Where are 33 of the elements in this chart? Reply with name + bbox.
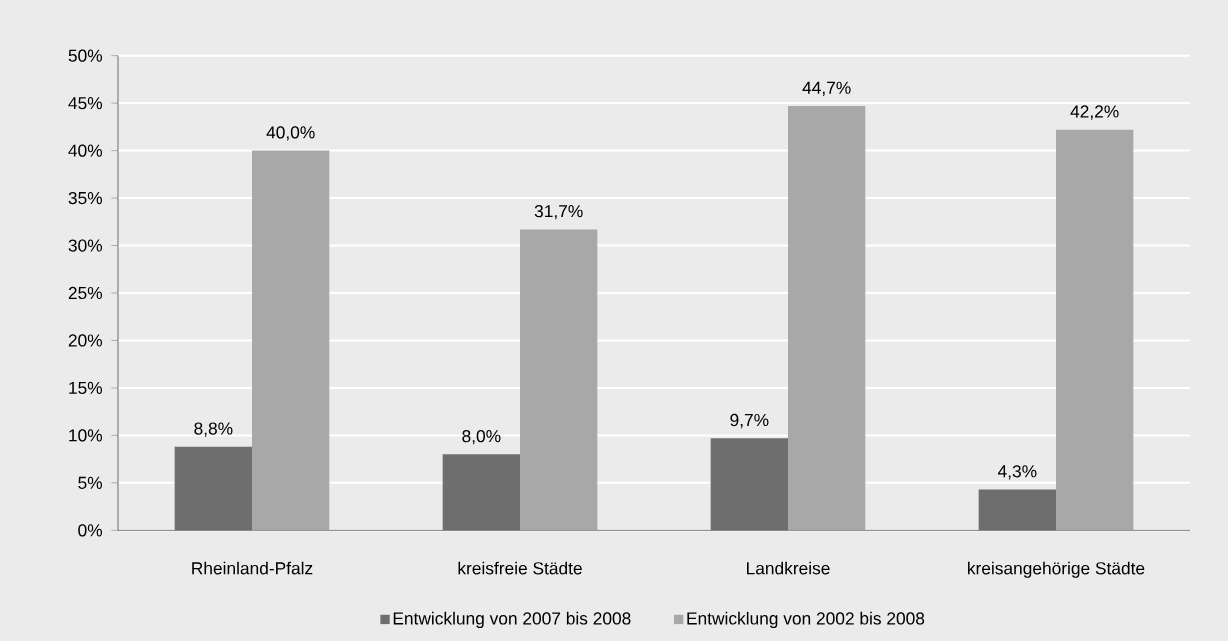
bar <box>252 150 330 531</box>
bar <box>978 489 1057 531</box>
x-tick-label: kreisangehörige Städte <box>968 561 1145 578</box>
y-tick-label: 5% <box>78 476 103 489</box>
data-label: 9,7% <box>730 413 769 429</box>
y-tick-label: 45% <box>68 97 103 110</box>
y-tick-label: 35% <box>68 191 103 205</box>
y-tick-label: 25% <box>68 286 103 300</box>
data-label: 40,0% <box>266 126 315 141</box>
y-tick-label: 20% <box>68 334 103 347</box>
bar <box>520 229 598 531</box>
data-label: 4,3% <box>997 465 1037 480</box>
legend-label: Entwicklung von 2002 bis 2008 <box>687 611 925 629</box>
y-tick-label: 0% <box>78 524 103 537</box>
legend-label: Entwicklung von 2007 bis 2008 <box>393 611 631 629</box>
x-tick-label: kreisfreie Städte <box>458 561 582 575</box>
x-tick-label: Landkreise <box>747 561 830 575</box>
y-tick-label: 10% <box>69 429 103 442</box>
x-tick-label: Rheinland-Pfalz <box>192 561 313 575</box>
y-tick-label: 50% <box>68 49 103 62</box>
bar <box>710 438 788 531</box>
data-label: 31,7% <box>534 205 583 220</box>
y-tick-label: 40% <box>68 144 103 157</box>
data-label: 8,0% <box>462 430 501 445</box>
bar <box>1056 129 1134 531</box>
bar <box>442 454 521 531</box>
bar <box>788 105 866 531</box>
y-tick-label: 15% <box>69 381 103 395</box>
data-label: 42,2% <box>1070 105 1119 120</box>
data-label: 44,7% <box>802 81 851 96</box>
y-tick-label: 30% <box>68 239 103 252</box>
bar <box>174 446 253 531</box>
data-label: 8,8% <box>194 422 233 437</box>
